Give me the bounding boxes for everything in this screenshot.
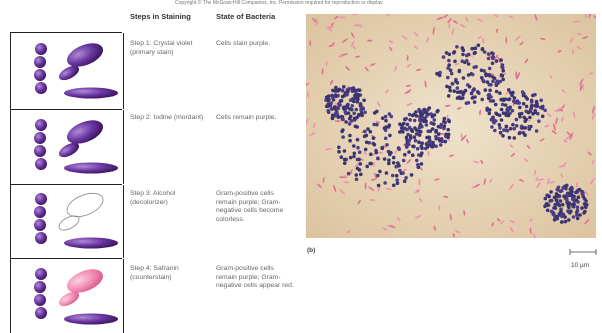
steps-column-header: Steps in Staining (130, 12, 191, 21)
copyright-notice: Copyright © The McGraw-Hill Companies, I… (175, 0, 384, 6)
step4-illustration (10, 259, 124, 333)
scale-bar (569, 249, 597, 255)
step4-text: Step 4: Safranin (counterstain) (130, 265, 179, 281)
step2-illustration (10, 110, 124, 184)
decolorized-cells-graphic (34, 192, 118, 249)
step1-text: Step 1: Crystal violet (primary stain) (130, 40, 193, 56)
step4-state: Gram-positive cells remain purple; Gram-… (216, 265, 294, 290)
scale-bar-label: 10 µm (571, 262, 590, 269)
gram-stain-micrograph (306, 14, 596, 238)
step1-state: Cells stain purple. (216, 40, 271, 47)
row-divider (10, 109, 122, 110)
state-column-header: State of Bacteria (216, 12, 276, 21)
row-divider (10, 184, 122, 185)
step3-state: Gram-positive cells remain purple; Gram-… (216, 190, 284, 223)
step3-text: Step 3: Alcohol (decolorizer) (130, 190, 176, 206)
row-divider (10, 258, 122, 259)
micrograph-panel-label: (b) (307, 247, 316, 254)
step3-illustration (10, 185, 124, 258)
step1-illustration (10, 33, 124, 109)
counterstained-cells-graphic (34, 268, 118, 325)
stained-cells-graphic (34, 43, 118, 99)
step2-text: Step 2: Iodine (mordant) (130, 114, 204, 121)
table-border-top (10, 32, 122, 33)
stained-cells-graphic (34, 119, 118, 174)
step2-state: Cells remain purple. (216, 114, 277, 121)
